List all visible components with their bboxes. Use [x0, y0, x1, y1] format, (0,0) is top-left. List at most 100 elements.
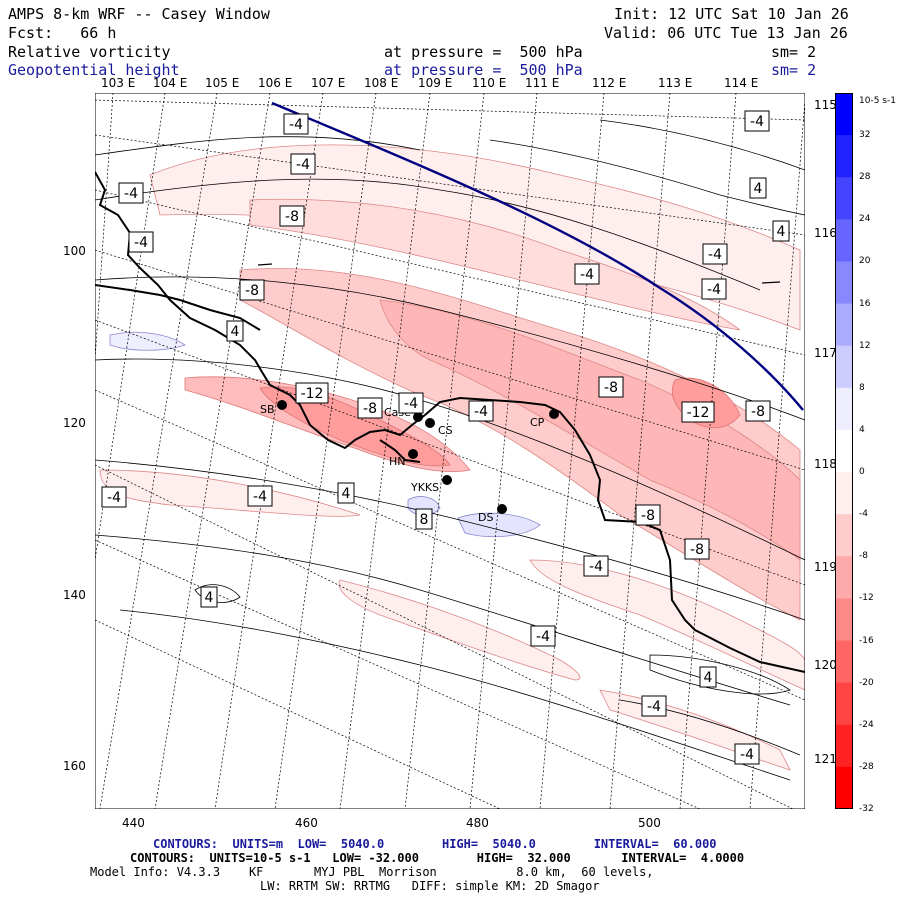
contour-label-box: [749, 177, 767, 199]
contour-label-box: [635, 504, 661, 526]
x-tick-label: 460: [295, 816, 318, 830]
contour-label: -4: [124, 186, 138, 202]
colorbar-tick-label: 20: [859, 256, 871, 267]
colorbar-swatch: [835, 556, 853, 599]
colorbar-swatch: [835, 598, 853, 642]
y-tick-label: 140: [63, 588, 86, 602]
lon-label: 112 E: [592, 76, 627, 90]
lon-label: 109 E: [418, 76, 453, 90]
field2-level: at pressure = 500 hPa: [384, 61, 583, 79]
colorbar-tick-label: -32: [859, 804, 874, 814]
contour-label-box: [290, 153, 316, 175]
contour-label: 4: [205, 590, 214, 606]
vorticity-contour-info: CONTOURS: UNITS=10-5 s-1 LOW= -32.000 HI…: [130, 851, 745, 865]
field1-level: at pressure = 500 hPa: [384, 43, 583, 61]
coastline: [95, 171, 805, 673]
field2-smoothing: sm= 2: [771, 61, 817, 79]
station-label: YKKS: [410, 481, 439, 494]
contour-label: 8: [420, 512, 429, 528]
contour-label: -8: [604, 380, 618, 396]
colorbar-tick-label: -16: [859, 635, 874, 646]
station-marker: [425, 418, 435, 428]
contour-label-box: [415, 508, 433, 530]
contour-label-box: [530, 625, 556, 647]
colorbar-swatch: [835, 724, 853, 768]
contour-label: -12: [301, 386, 324, 402]
lon-label: 108 E: [364, 76, 399, 90]
colorbar-tick-label: 24: [859, 214, 871, 225]
station-label: DS: [478, 511, 493, 524]
colorbar-tick-label: 28: [859, 172, 871, 183]
colorbar-swatch: [835, 135, 853, 178]
forecast-hour: Fcst: 66 h: [8, 24, 117, 42]
contour-label-box: [772, 220, 790, 242]
contour-label: -4: [536, 629, 550, 645]
x-tick-label: 500: [638, 816, 661, 830]
contour-label: -8: [751, 404, 765, 420]
contour-label: -8: [363, 401, 377, 417]
station-marker: [277, 400, 287, 410]
contour-label: -4: [253, 489, 267, 505]
contour-label: -8: [690, 542, 704, 558]
contour-label-box: [699, 666, 717, 688]
colorbar-swatch: [835, 387, 853, 431]
contour-label: -4: [647, 699, 661, 715]
color-bar: [835, 93, 853, 809]
height-contour-info: CONTOURS: UNITS=m LOW= 5040.0 HIGH= 5040…: [153, 837, 717, 851]
contour-label: -4: [740, 747, 754, 763]
contour-label-box: [641, 695, 667, 717]
station-label: CS: [438, 424, 453, 437]
lon-label: 105 E: [205, 76, 240, 90]
vorticity-contours: [95, 119, 805, 781]
contour-labels: -4 -4 -4 -4 -8 -8 4 -12 -8 -4 -4 -4 -8 -12 -8 -4 -4 4 4 -4 -…: [101, 110, 790, 765]
contour-label-box: [598, 376, 624, 398]
contour-label-box: [681, 401, 715, 423]
contour-label-box: [684, 538, 710, 560]
contour-label: 4: [777, 224, 786, 240]
station-marker: [413, 412, 423, 422]
colorbar-tick-label: -24: [859, 719, 874, 730]
colorbar-tick-label: -12: [859, 593, 874, 604]
contour-label: -4: [134, 235, 148, 251]
colorbar-swatch: [835, 93, 853, 136]
geopotential-height-contour: [271, 101, 804, 411]
lon-label: 114 E: [724, 76, 759, 90]
station-marker: [442, 475, 452, 485]
colorbar-tick-label: -20: [859, 677, 874, 688]
contour-label-box: [279, 205, 305, 227]
contour-label: -8: [245, 283, 259, 299]
colorbar-frame: [835, 93, 853, 809]
colorbar-tick-label: 12: [859, 340, 871, 351]
contour-label-box: [745, 400, 771, 422]
field2-name: Geopotential height: [8, 61, 180, 79]
colorbar-tick-label: -4: [859, 509, 868, 520]
lat-lon-grid: [95, 93, 805, 809]
colorbar-swatch: [835, 640, 853, 684]
colorbar-tick-label: 0: [859, 467, 865, 478]
colorbar-swatch: [835, 219, 853, 262]
contour-label: -4: [289, 117, 303, 133]
contour-label-box: [295, 382, 329, 404]
contour-label: -4: [707, 282, 721, 298]
colorbar-swatch: [835, 514, 853, 557]
contour-label: 4: [704, 670, 713, 686]
colorbar-tick-label: 32: [859, 130, 871, 141]
colorbar-swatch: [835, 177, 853, 220]
lon-label: 113 E: [658, 76, 693, 90]
contour-label: -12: [687, 405, 710, 421]
colorbar-tick-label: -28: [859, 761, 874, 772]
contour-label-box: [357, 397, 383, 419]
model-info: Model Info: V4.3.3 KF MYJ PBL Morrison 8…: [90, 865, 654, 879]
colorbar-swatch: [835, 261, 853, 305]
station-label: CP: [530, 416, 545, 429]
colorbar-swatch: [835, 766, 853, 809]
colorbar-tick-label: 16: [859, 298, 871, 309]
contour-label-box: [574, 263, 600, 285]
station-label: HN: [389, 455, 406, 468]
contour-label: -4: [750, 114, 764, 130]
field1-smoothing: sm= 2: [771, 43, 817, 61]
colorbar-tick-label: 4: [859, 424, 865, 435]
contour-label-box: [239, 279, 265, 301]
